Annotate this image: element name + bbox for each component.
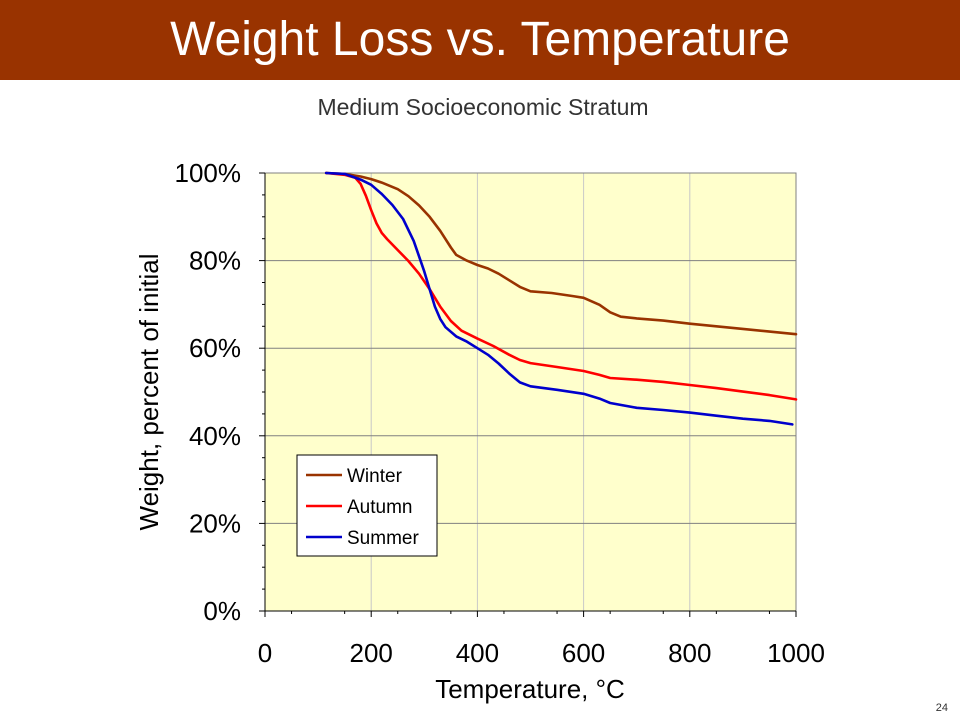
legend-label-summer: Summer: [347, 528, 419, 549]
page-number: 24: [935, 702, 948, 714]
y-tick-label: 100%: [175, 158, 242, 188]
legend-entries: Winter Autumn Summer: [306, 466, 419, 549]
x-axis-title: Temperature, °C: [435, 674, 625, 704]
y-tick-label: 60%: [189, 333, 241, 363]
slide-title: Weight Loss vs. Temperature: [170, 13, 790, 66]
legend-label-autumn: Autumn: [347, 497, 412, 518]
x-tick-label: 600: [562, 638, 605, 668]
x-tick-label: 1000: [767, 638, 825, 668]
x-tick-label: 800: [668, 638, 711, 668]
axis-ticks: [259, 172, 797, 617]
y-tick-label: 20%: [189, 508, 241, 538]
series-line-winter: [324, 171, 798, 336]
title-bar: [0, 0, 960, 80]
legend: Winter Autumn Summer: [296, 454, 438, 557]
y-tick-label: 80%: [189, 246, 241, 276]
series-line-summer: [324, 171, 794, 426]
y-tick-label: 40%: [189, 421, 241, 451]
x-tick-labels: 0 200 400 600 800 1000: [258, 638, 825, 668]
series-line-autumn: [324, 171, 798, 401]
x-tick-label: 0: [258, 638, 272, 668]
y-axis-title: Weight, percent of initial: [134, 254, 164, 531]
legend-label-winter: Winter: [347, 466, 403, 487]
y-tick-label: 0%: [203, 596, 241, 626]
x-tick-label: 400: [456, 638, 499, 668]
x-tick-label: 200: [350, 638, 393, 668]
series-lines: [324, 171, 798, 426]
y-tick-labels: 0% 20% 40% 60% 80% 100%: [175, 158, 242, 626]
chart-subtitle: Medium Socioeconomic Stratum: [317, 94, 649, 120]
